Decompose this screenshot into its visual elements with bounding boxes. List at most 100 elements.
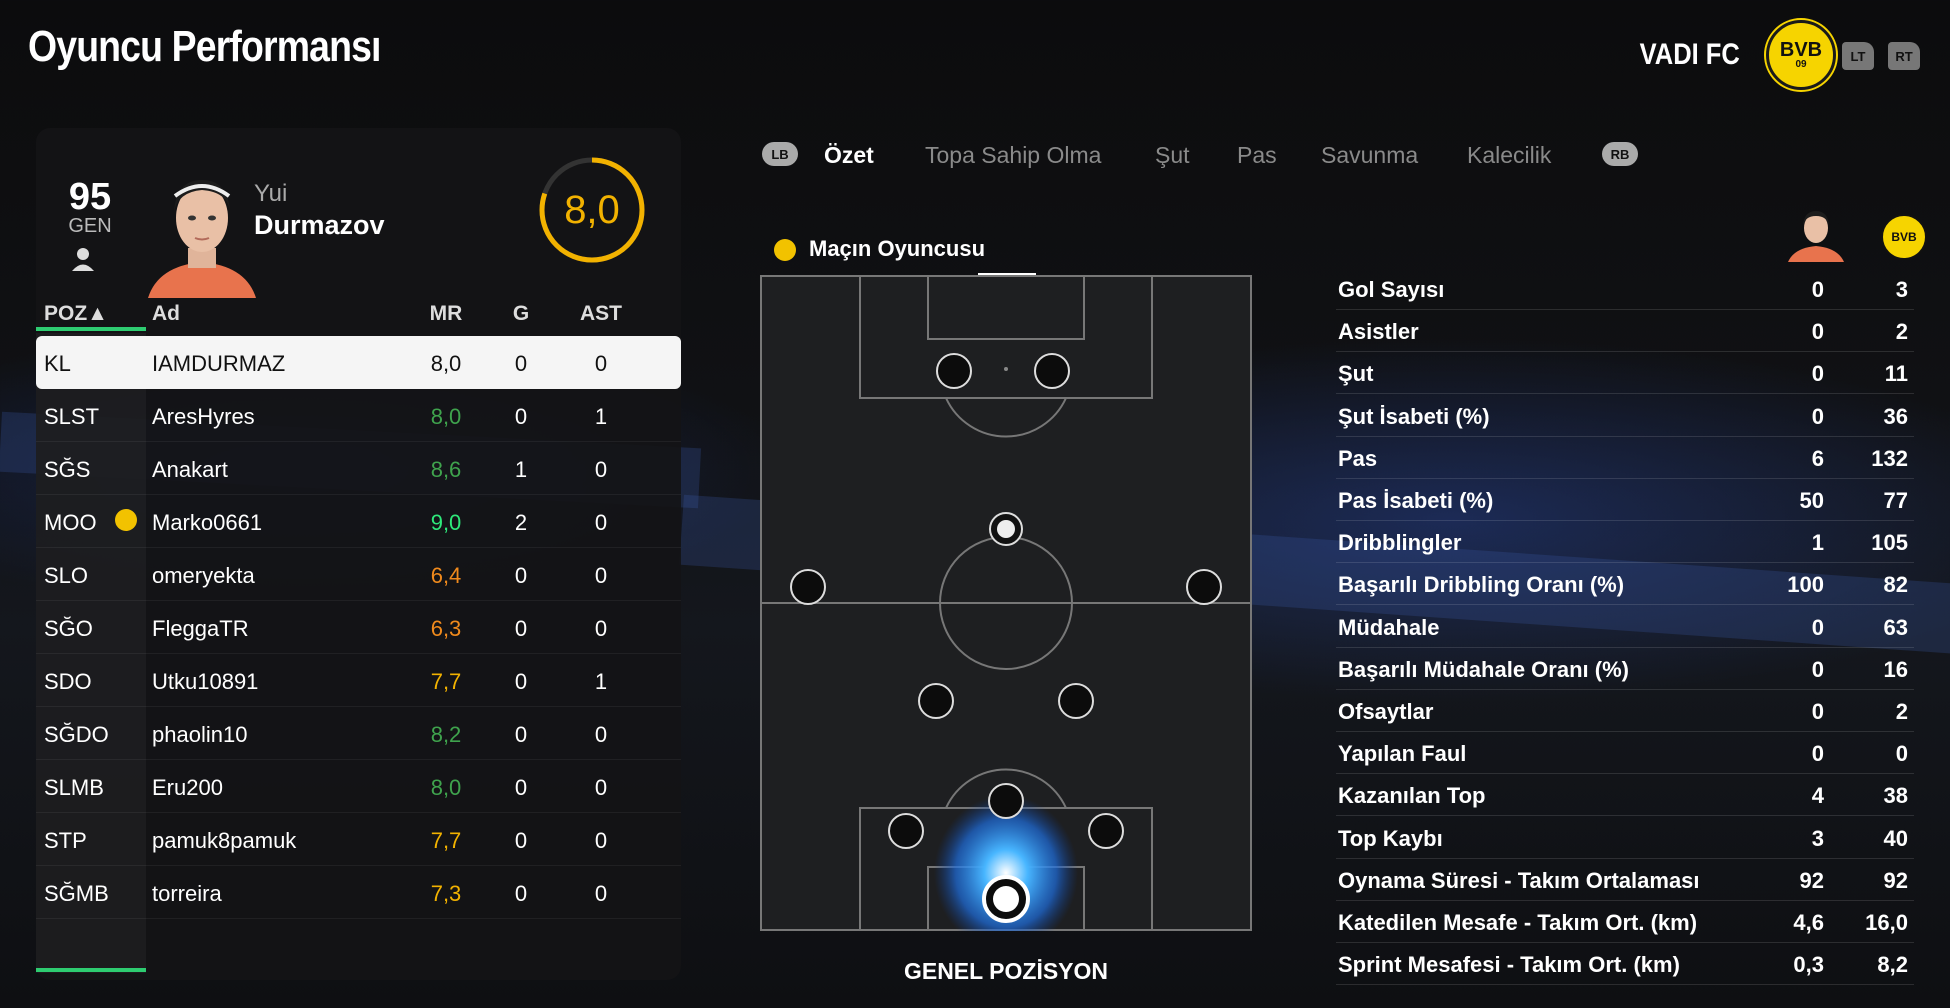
row-assists: 0 bbox=[594, 722, 608, 747]
row-goals: 0 bbox=[514, 828, 528, 853]
tab-topa-sahip-olma[interactable]: Topa Sahip Olma bbox=[925, 142, 1102, 168]
row-match-rating: 7,7 bbox=[430, 669, 462, 694]
row-assists: 0 bbox=[594, 351, 608, 376]
row-name: omeryekta bbox=[152, 563, 255, 588]
row-position: SDO bbox=[44, 669, 92, 694]
motm-badge-icon bbox=[115, 509, 137, 531]
table-row[interactable]: SDO Utku10891 7,7 0 1 bbox=[36, 654, 681, 707]
player-first-name: Yui bbox=[254, 180, 288, 207]
stat-player-value: 6 bbox=[1811, 445, 1824, 471]
row-goals: 0 bbox=[514, 563, 528, 588]
stat-row: Pas 6 132 bbox=[1336, 436, 1914, 479]
table-header: POZ▲ Ad MR G AST bbox=[36, 293, 681, 333]
stat-player-value: 0 bbox=[1811, 614, 1824, 640]
stat-label: Top Kaybı bbox=[1338, 825, 1443, 851]
rt-button[interactable]: RT bbox=[1888, 42, 1920, 70]
header-match-rating[interactable]: MR bbox=[429, 302, 463, 325]
scroll-indicator bbox=[36, 968, 146, 972]
stat-team-value: 0 bbox=[1895, 741, 1908, 767]
stat-row: Oynama Süresi - Takım Ortalaması 92 92 bbox=[1336, 858, 1914, 901]
rb-button[interactable]: RB bbox=[1602, 142, 1638, 166]
pitch-map bbox=[760, 275, 1252, 931]
row-position: SLST bbox=[44, 404, 100, 429]
stat-team-value: 36 bbox=[1883, 403, 1908, 429]
row-goals: 0 bbox=[514, 351, 528, 376]
row-name: Eru200 bbox=[152, 775, 223, 800]
stat-row: Başarılı Dribbling Oranı (%) 100 82 bbox=[1336, 562, 1914, 606]
table-row[interactable]: SLO omeryekta 6,4 0 0 bbox=[36, 548, 681, 601]
row-name: torreira bbox=[152, 881, 222, 906]
table-row[interactable]: SĞS Anakart 8,6 1 0 bbox=[36, 442, 681, 495]
stat-row: Şut 0 11 bbox=[1336, 351, 1914, 395]
stat-row: Başarılı Müdahale Oranı (%) 0 16 bbox=[1336, 647, 1914, 690]
stat-player-value: 4 bbox=[1811, 783, 1824, 809]
table-row[interactable]: KL IAMDURMAZ 8,0 0 0 bbox=[36, 336, 681, 389]
row-goals: 0 bbox=[514, 775, 528, 800]
stat-team-value: 77 bbox=[1883, 488, 1908, 513]
person-icon bbox=[72, 248, 94, 271]
row-match-rating: 8,0 bbox=[430, 775, 462, 800]
table-row[interactable]: SĞMB torreira 7,3 0 0 bbox=[36, 866, 681, 919]
stat-team-value: 82 bbox=[1883, 572, 1908, 598]
stat-row: Katedilen Mesafe - Takım Ort. (km) 4,6 16,… bbox=[1336, 900, 1914, 943]
row-position: SĞS bbox=[44, 457, 91, 482]
table-row[interactable]: SLMB Eru200 8,0 0 0 bbox=[36, 760, 681, 813]
stat-team-value: 92 bbox=[1883, 867, 1908, 893]
lb-button[interactable]: LB bbox=[762, 142, 798, 166]
player-column-avatar bbox=[1788, 211, 1844, 262]
row-position: SĞO bbox=[44, 616, 93, 641]
pitch-label: GENEL POZİSYON bbox=[903, 958, 1109, 984]
stat-label: Ofsaytlar bbox=[1338, 699, 1434, 724]
heatmap-area bbox=[934, 795, 1078, 931]
page-title: Oyuncu Performansı bbox=[28, 22, 381, 71]
stat-label: Sprint Mesafesi - Takım Ort. (km) bbox=[1338, 952, 1680, 978]
lt-button[interactable]: LT bbox=[1842, 42, 1874, 70]
row-goals: 0 bbox=[514, 404, 528, 429]
match-rating-ring bbox=[539, 157, 645, 263]
stat-player-value: 92 bbox=[1799, 867, 1824, 893]
row-name: Anakart bbox=[152, 457, 228, 482]
stat-row: Yapılan Faul 0 0 bbox=[1336, 731, 1914, 775]
tab-savunma[interactable]: Savunma bbox=[1321, 142, 1419, 168]
row-name: IAMDURMAZ bbox=[152, 351, 286, 376]
tab-sut[interactable]: Şut bbox=[1155, 142, 1190, 168]
stat-player-value: 0 bbox=[1811, 741, 1824, 767]
stat-team-value: 38 bbox=[1883, 783, 1908, 809]
table-row[interactable]: SĞDO phaolin10 8,2 0 0 bbox=[36, 707, 681, 760]
overall-rating: 95 GEN bbox=[60, 176, 120, 238]
row-position: SĞMB bbox=[44, 881, 109, 906]
tab-ozet[interactable]: Özet bbox=[824, 142, 874, 168]
stat-label: Pas İsabeti (%) bbox=[1338, 488, 1494, 513]
match-rating-value: 8,0 bbox=[564, 188, 620, 232]
header-name[interactable]: Ad bbox=[152, 302, 180, 325]
header-assists[interactable]: AST bbox=[580, 302, 622, 325]
table-row[interactable]: SĞO FleggaTR 6,3 0 0 bbox=[36, 601, 681, 654]
motm-label: Maçın Oyuncusu bbox=[809, 236, 986, 261]
stat-row: Şut İsabeti (%) 0 36 bbox=[1336, 394, 1914, 437]
table-row[interactable]: SLST AresHyres 8,0 0 1 bbox=[36, 389, 681, 442]
table-row[interactable]: STP pamuk8pamuk 7,7 0 0 bbox=[36, 813, 681, 866]
stat-row: Dribblingler 1 105 bbox=[1336, 520, 1914, 564]
table-row[interactable]: MOO Marko0661 9,0 2 0 bbox=[36, 495, 681, 548]
row-position: MOO bbox=[44, 510, 97, 535]
header-goals[interactable]: G bbox=[512, 302, 530, 325]
row-goals: 0 bbox=[514, 881, 528, 906]
stat-team-value: 2 bbox=[1895, 319, 1908, 345]
stat-label: Gol Sayısı bbox=[1338, 277, 1445, 302]
row-position: KL bbox=[44, 351, 71, 376]
tab-kalecilik[interactable]: Kalecilik bbox=[1467, 142, 1552, 168]
tab-pas[interactable]: Pas bbox=[1237, 142, 1277, 168]
row-assists: 1 bbox=[594, 669, 608, 694]
row-goals: 0 bbox=[514, 616, 528, 641]
row-assists: 0 bbox=[594, 775, 608, 800]
stat-team-value: 132 bbox=[1871, 445, 1908, 471]
row-name: FleggaTR bbox=[152, 616, 249, 641]
stat-label: Asistler bbox=[1338, 319, 1419, 345]
stat-label: Katedilen Mesafe - Takım Ort. (km) bbox=[1338, 910, 1698, 935]
stat-label: Başarılı Müdahale Oranı (%) bbox=[1338, 656, 1629, 682]
row-match-rating: 7,3 bbox=[430, 881, 462, 906]
club-crest-icon: BVB 09 bbox=[1766, 20, 1836, 90]
stat-team-value: 16 bbox=[1883, 656, 1908, 682]
header-position[interactable]: POZ▲ bbox=[44, 302, 108, 325]
row-assists: 0 bbox=[594, 828, 608, 853]
